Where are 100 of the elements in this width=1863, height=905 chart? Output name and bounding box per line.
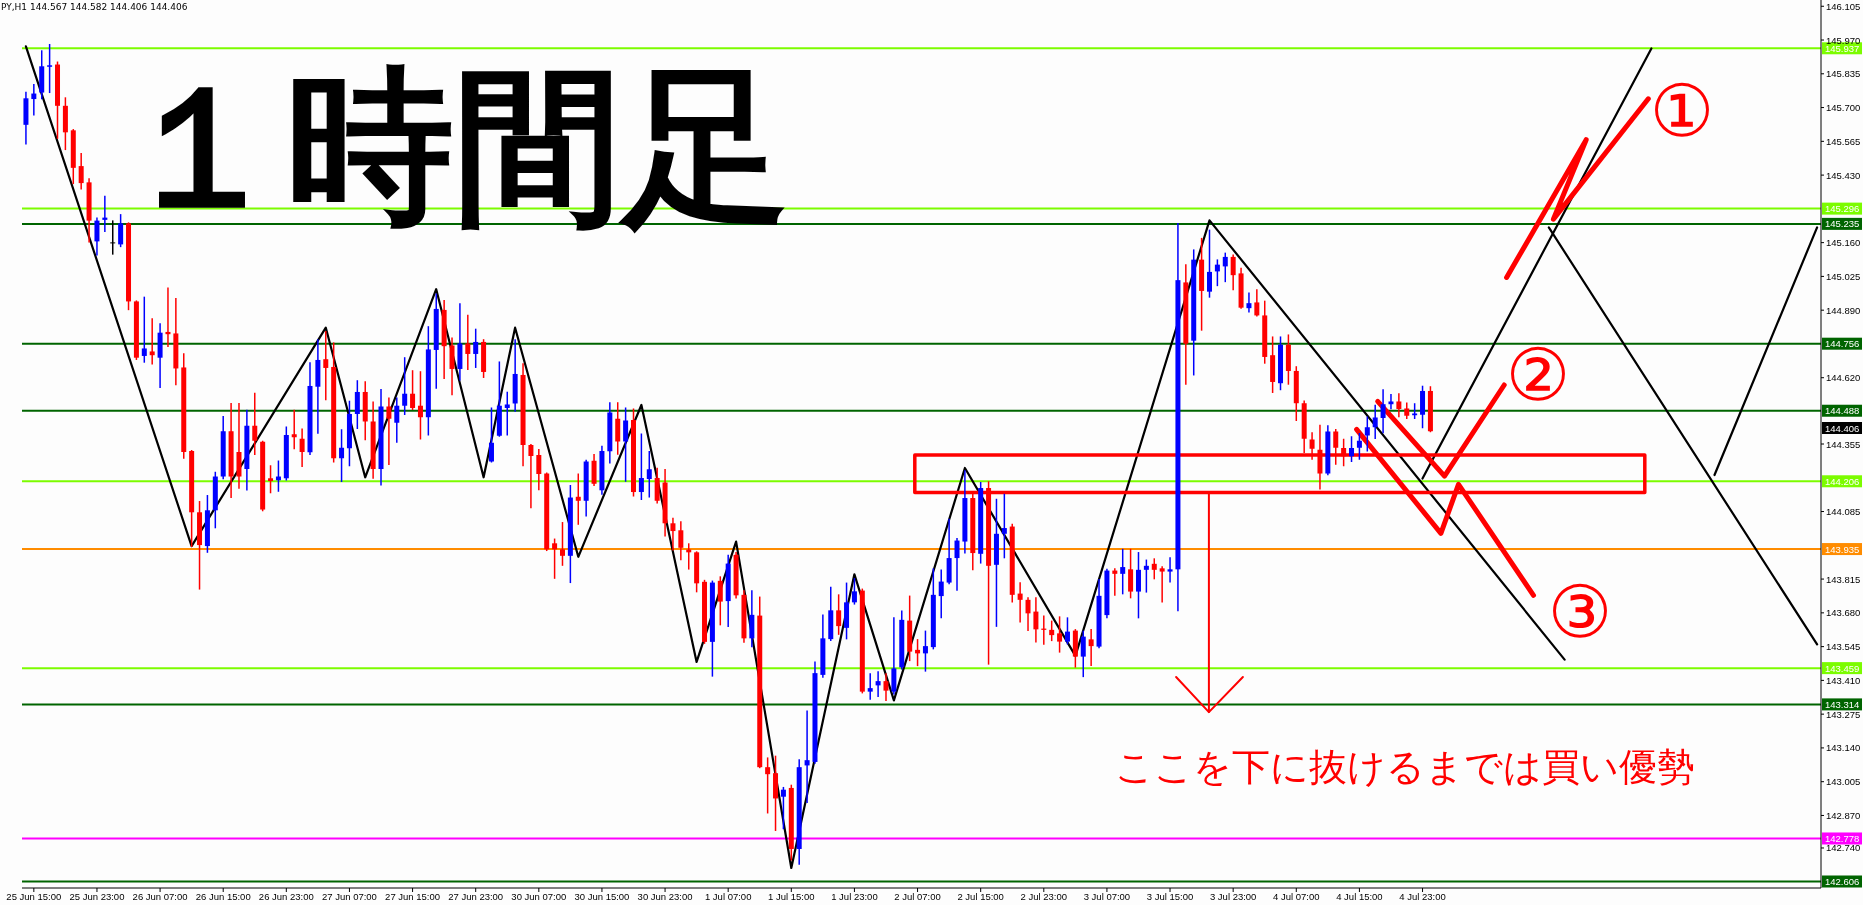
candlestick bbox=[1349, 435, 1355, 463]
candlestick bbox=[410, 369, 416, 411]
candlestick bbox=[417, 370, 423, 441]
candlestick bbox=[670, 517, 676, 552]
y-tick-label: 143.140 bbox=[1826, 742, 1861, 754]
candlestick bbox=[717, 575, 723, 627]
ref-line-label: 142.778 bbox=[1825, 832, 1860, 844]
candlestick bbox=[1001, 493, 1007, 560]
candlestick bbox=[1356, 432, 1362, 461]
x-tick-label: 25 Jun 23:00 bbox=[69, 891, 125, 902]
y-tick-label: 143.545 bbox=[1826, 641, 1861, 653]
candlestick bbox=[1033, 596, 1039, 644]
ref-line-label: 145.235 bbox=[1825, 218, 1860, 230]
chart-subtitle: PY,H1 144.567 144.582 144.406 144.406 bbox=[1, 2, 188, 12]
x-tick-label: 30 Jun 15:00 bbox=[574, 891, 630, 902]
x-tick-label: 1 Jul 15:00 bbox=[768, 891, 815, 902]
candlestick bbox=[465, 313, 471, 371]
y-tick-label: 143.005 bbox=[1826, 776, 1861, 788]
ref-line-label: 145.296 bbox=[1825, 203, 1860, 215]
x-tick-label: 4 Jul 15:00 bbox=[1336, 891, 1383, 902]
candlestick bbox=[504, 390, 510, 437]
x-tick-label: 2 Jul 23:00 bbox=[1020, 891, 1068, 902]
candlestick bbox=[646, 450, 652, 499]
y-tick-label: 143.815 bbox=[1826, 573, 1861, 585]
candlestick bbox=[47, 43, 53, 94]
y-tick-label: 143.680 bbox=[1826, 607, 1861, 619]
candlestick bbox=[575, 472, 581, 526]
candlestick bbox=[1088, 628, 1094, 667]
y-tick-label: 145.160 bbox=[1826, 237, 1861, 249]
candlestick bbox=[110, 219, 116, 256]
x-tick-label: 4 Jul 07:00 bbox=[1273, 891, 1320, 902]
candlestick bbox=[94, 216, 100, 257]
candlestick bbox=[386, 396, 392, 466]
x-tick-label: 26 Jun 07:00 bbox=[132, 891, 188, 902]
candlestick bbox=[291, 408, 297, 450]
chart-title: １時間足 bbox=[118, 49, 790, 245]
candlestick bbox=[851, 577, 857, 606]
x-tick-label: 1 Jul 07:00 bbox=[704, 891, 752, 902]
x-tick-label: 1 Jul 23:00 bbox=[831, 891, 878, 902]
annotation: ③ bbox=[1547, 570, 1613, 654]
candlestick bbox=[1341, 438, 1347, 468]
candlestick bbox=[78, 152, 84, 191]
candlestick bbox=[323, 330, 329, 401]
y-tick-label: 144.620 bbox=[1826, 372, 1861, 384]
candlestick bbox=[654, 467, 660, 505]
x-tick-label: 26 Jun 15:00 bbox=[195, 891, 251, 902]
price-label: 144.406 bbox=[1822, 422, 1862, 434]
candlestick bbox=[339, 428, 345, 483]
ref-line-label: 142.606 bbox=[1825, 876, 1860, 887]
candlestick bbox=[638, 432, 644, 501]
x-tick-label: 25 Jun 15:00 bbox=[6, 891, 62, 902]
candlestick bbox=[938, 568, 944, 620]
candlestick bbox=[1151, 557, 1157, 581]
candlestick bbox=[1135, 551, 1141, 620]
ref-line-label: 143.314 bbox=[1825, 698, 1860, 710]
candlestick bbox=[165, 286, 171, 348]
candlestick bbox=[1128, 548, 1134, 600]
candlestick bbox=[875, 670, 881, 698]
candlestick bbox=[954, 537, 960, 592]
candlestick bbox=[1230, 253, 1236, 291]
candlestick bbox=[1309, 431, 1315, 461]
ref-line-label: 143.459 bbox=[1825, 662, 1860, 674]
candlestick bbox=[268, 464, 274, 495]
candlestick bbox=[488, 406, 494, 464]
candlestick bbox=[623, 406, 629, 483]
candlestick bbox=[1057, 615, 1063, 654]
candlestick bbox=[1388, 393, 1394, 410]
candlestick bbox=[1080, 629, 1086, 678]
candlestick bbox=[354, 379, 360, 430]
candlestick bbox=[749, 589, 755, 649]
candlestick bbox=[559, 521, 565, 567]
candlestick bbox=[252, 391, 258, 456]
candlestick bbox=[1372, 403, 1378, 440]
x-tick-label: 3 Jul 23:00 bbox=[1209, 891, 1257, 902]
candlestick bbox=[1420, 384, 1426, 429]
x-tick-label: 26 Jun 23:00 bbox=[258, 891, 314, 902]
candlestick bbox=[867, 672, 873, 701]
candlestick bbox=[804, 709, 810, 804]
candlestick bbox=[402, 356, 408, 416]
candlestick bbox=[449, 336, 455, 396]
y-tick-label: 144.085 bbox=[1826, 506, 1861, 518]
y-tick-label: 145.025 bbox=[1826, 270, 1861, 282]
y-tick-label: 144.890 bbox=[1826, 304, 1861, 316]
candlestick bbox=[118, 213, 124, 248]
y-tick-label: 142.870 bbox=[1826, 809, 1861, 821]
candlestick bbox=[149, 317, 155, 366]
candlestick bbox=[780, 786, 786, 830]
candlestick bbox=[1120, 548, 1126, 596]
candlestick bbox=[883, 672, 889, 702]
candlestick bbox=[1017, 581, 1023, 624]
x-tick-label: 27 Jun 15:00 bbox=[385, 891, 441, 902]
candlestick bbox=[1143, 558, 1149, 594]
y-tick-label: 142.740 bbox=[1826, 842, 1861, 854]
candlestick bbox=[1112, 567, 1118, 597]
candlestick bbox=[1364, 415, 1370, 453]
candlestick bbox=[141, 295, 147, 364]
candlestick bbox=[536, 448, 542, 492]
candlestick bbox=[1159, 565, 1165, 604]
candlestick bbox=[1025, 596, 1031, 632]
candlestick bbox=[765, 756, 771, 815]
